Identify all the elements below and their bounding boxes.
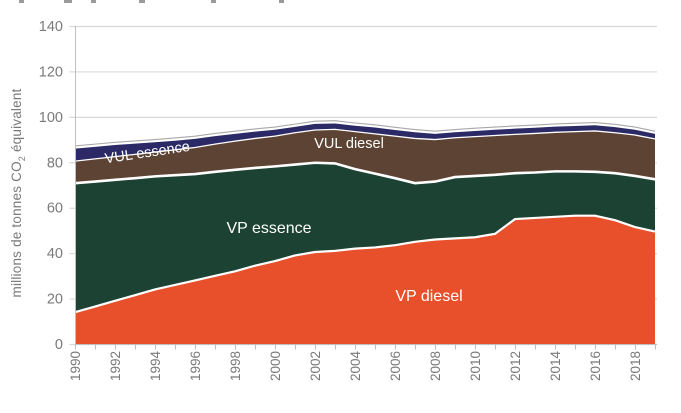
- separator-line-3: [74, 128, 656, 162]
- x-tick-label-2010: 2010: [468, 351, 483, 381]
- y-tick-label-140: 140: [39, 19, 63, 35]
- x-tick-label-2014: 2014: [548, 351, 563, 382]
- x-tick-label-1996: 1996: [188, 351, 203, 381]
- unlabeled-top-band-outline: [74, 120, 656, 147]
- y-tick-label-40: 40: [47, 246, 63, 262]
- cropped-title-remnant: [279, 0, 284, 3]
- cropped-title-remnant: [19, 0, 24, 3]
- y-tick-label-20: 20: [47, 292, 63, 308]
- y-tick-label-0: 0: [55, 337, 63, 353]
- area-label-vul-diesel: VUL diesel: [314, 136, 384, 152]
- x-tick-label-1998: 1998: [228, 351, 243, 381]
- separator-line-1: [74, 214, 656, 314]
- y-tick-label-60: 60: [47, 201, 63, 217]
- cropped-title-remnant: [64, 0, 72, 3]
- area-vp-essence: [75, 162, 655, 313]
- y-tick-label-80: 80: [47, 155, 63, 171]
- separator-line-2: [74, 161, 656, 185]
- x-tick-label-2018: 2018: [628, 351, 643, 381]
- x-tick-label-2016: 2016: [588, 351, 603, 381]
- y-tick-label-100: 100: [39, 110, 63, 126]
- x-tick-label-2000: 2000: [268, 351, 283, 381]
- x-tick-label-2008: 2008: [428, 351, 443, 381]
- x-tick-label-1990: 1990: [68, 351, 83, 381]
- area-label-vp-diesel: VP diesel: [395, 288, 462, 305]
- x-tick-label-1994: 1994: [148, 351, 163, 382]
- cropped-title-remnant: [211, 0, 216, 3]
- cropped-title-remnant: [139, 0, 145, 3]
- y-axis-title: millions de tonnes CO2 équivalent: [9, 88, 27, 298]
- area-vp-diesel: [75, 215, 655, 344]
- area-vul-diesel: [75, 129, 655, 184]
- x-tick-label-2004: 2004: [348, 351, 363, 382]
- x-tick-label-2002: 2002: [308, 351, 323, 381]
- area-vul-essence: [75, 123, 655, 162]
- y-tick-label-120: 120: [39, 64, 63, 80]
- area-label-vp-essence: VP essence: [226, 220, 311, 237]
- cropped-title-remnant: [91, 0, 96, 3]
- x-tick-label-2006: 2006: [388, 351, 403, 381]
- x-tick-label-2012: 2012: [508, 351, 523, 381]
- x-tick-label-1992: 1992: [108, 351, 123, 381]
